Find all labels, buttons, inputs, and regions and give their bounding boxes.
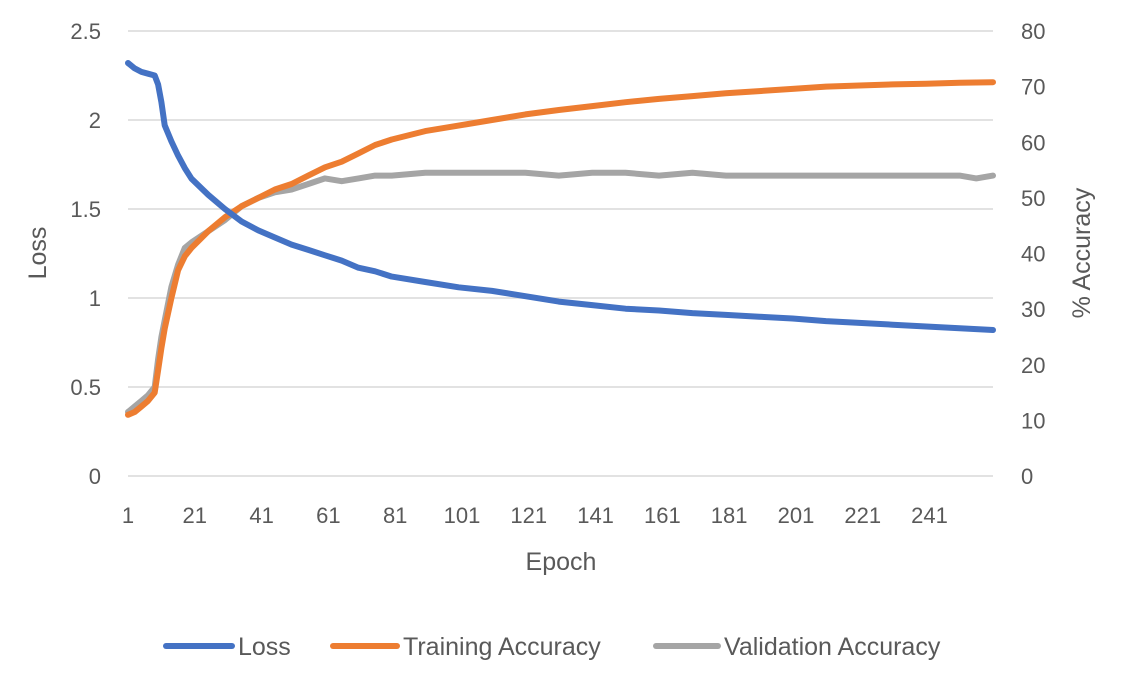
y2-tick-label: 20 <box>1021 353 1045 378</box>
series-line-loss <box>125 60 996 333</box>
x-tick-label: 121 <box>510 503 547 528</box>
x-axis-ticks: 1 21 41 61 81 101 121 141 161 181 201 221 241 <box>122 503 948 528</box>
y2-tick-label: 60 <box>1021 130 1045 155</box>
y-tick-label: 1.5 <box>70 197 101 222</box>
legend-label-validation-accuracy: Validation Accuracy <box>724 633 941 661</box>
x-tick-label: 181 <box>711 503 748 528</box>
x-tick-label: 141 <box>577 503 614 528</box>
y-tick-label: 0.5 <box>70 375 101 400</box>
y2-tick-label: 0 <box>1021 464 1033 489</box>
legend: Loss Training Accuracy Validation Accura… <box>163 633 941 661</box>
y2-tick-label: 80 <box>1021 19 1045 44</box>
series-lines <box>125 60 996 418</box>
legend-label-training-accuracy: Training Accuracy <box>403 633 601 661</box>
y2-axis-title: % Accuracy <box>1068 187 1096 318</box>
x-tick-label: 241 <box>911 503 948 528</box>
x-tick-label: 61 <box>316 503 340 528</box>
x-tick-label: 101 <box>444 503 481 528</box>
legend-label-loss: Loss <box>238 633 291 661</box>
y-axis-title: Loss <box>24 227 52 280</box>
x-axis-title: Epoch <box>526 548 597 576</box>
y-tick-label: 2 <box>89 108 101 133</box>
gridlines <box>128 30 993 477</box>
x-tick-label: 21 <box>183 503 207 528</box>
right-axis-ticks: 0 10 20 30 40 50 60 70 80 <box>1021 19 1045 489</box>
x-tick-label: 41 <box>249 503 273 528</box>
y2-tick-label: 10 <box>1021 408 1045 433</box>
x-tick-label: 81 <box>383 503 407 528</box>
y2-tick-label: 70 <box>1021 75 1045 100</box>
x-tick-label: 201 <box>778 503 815 528</box>
left-axis-ticks: 0 0.5 1 1.5 2 2.5 <box>70 19 101 489</box>
y-tick-label: 1 <box>89 286 101 311</box>
x-tick-label: 221 <box>844 503 881 528</box>
x-tick-label: 1 <box>122 503 134 528</box>
y-tick-label: 2.5 <box>70 19 101 44</box>
y2-tick-label: 40 <box>1021 242 1045 267</box>
y2-tick-label: 30 <box>1021 297 1045 322</box>
y2-tick-label: 50 <box>1021 186 1045 211</box>
x-tick-label: 161 <box>644 503 681 528</box>
y-tick-label: 0 <box>89 464 101 489</box>
series-line-training-accuracy <box>125 79 996 418</box>
